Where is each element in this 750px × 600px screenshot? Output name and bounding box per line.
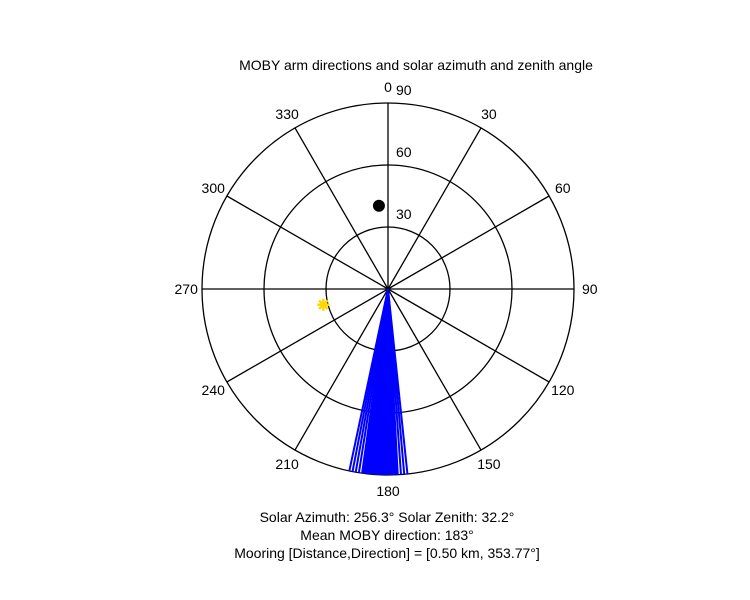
angle-label-240: 240 xyxy=(202,382,226,398)
angle-label-330: 330 xyxy=(275,106,299,122)
spoke-line-30 xyxy=(387,127,482,290)
tick-labels: 0 30 60 90 120 150 180 210 240 270 300 330 30 60 90 xyxy=(175,79,598,499)
moby-arm-line-29 xyxy=(348,288,389,472)
radial-label-30: 30 xyxy=(396,206,412,222)
angle-label-300: 300 xyxy=(202,180,226,196)
solar-caption: Solar Azimuth: 256.3° Solar Zenith: 32.2… xyxy=(259,509,515,525)
data-series xyxy=(317,199,409,476)
spoke-line-240 xyxy=(226,288,389,383)
radial-label-60: 60 xyxy=(396,144,412,160)
spoke-line-300 xyxy=(226,195,389,290)
angle-label-30: 30 xyxy=(481,106,497,122)
angle-label-150: 150 xyxy=(477,456,501,472)
angle-label-60: 60 xyxy=(555,180,571,196)
spoke-line-210 xyxy=(294,288,389,451)
angle-label-120: 120 xyxy=(551,382,575,398)
angle-label-210: 210 xyxy=(275,456,299,472)
angle-label-180: 180 xyxy=(376,483,400,499)
moby-caption: Mean MOBY direction: 183° xyxy=(300,527,474,543)
spoke-line-150 xyxy=(387,288,482,451)
radial-label-90: 90 xyxy=(396,82,412,98)
spoke-line-60 xyxy=(387,195,550,290)
mooring-caption: Mooring [Distance,Direction] = [0.50 km,… xyxy=(234,545,540,561)
angle-label-270: 270 xyxy=(175,281,199,297)
sun-marker xyxy=(317,298,330,311)
mooring-marker xyxy=(372,199,385,212)
sun-marker-stroke-3 xyxy=(318,299,329,310)
spoke-line-330 xyxy=(294,127,389,290)
angle-label-0: 0 xyxy=(384,79,392,95)
spoke-line-120 xyxy=(387,288,550,383)
angle-label-90: 90 xyxy=(582,281,598,297)
chart-title: MOBY arm directions and solar azimuth an… xyxy=(239,57,593,73)
